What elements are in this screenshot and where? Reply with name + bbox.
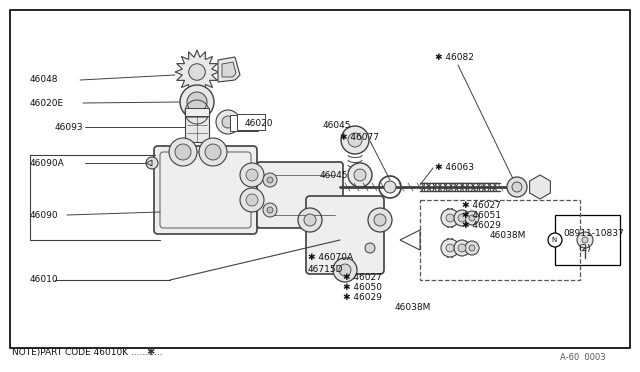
Text: 46045: 46045 [323, 121, 351, 129]
Circle shape [339, 264, 351, 276]
Circle shape [263, 203, 277, 217]
Circle shape [368, 208, 392, 232]
Text: ✱ 46070A: ✱ 46070A [308, 253, 353, 263]
Text: ✱ 46082: ✱ 46082 [435, 54, 474, 62]
Polygon shape [222, 62, 236, 77]
Circle shape [465, 241, 479, 255]
Text: A-60  0003: A-60 0003 [560, 353, 605, 362]
Text: ✱ 46063: ✱ 46063 [435, 164, 474, 173]
Circle shape [441, 239, 459, 257]
Text: 46048: 46048 [30, 76, 58, 84]
Circle shape [348, 163, 372, 187]
Text: 46038M: 46038M [395, 304, 431, 312]
Circle shape [246, 194, 258, 206]
Circle shape [304, 214, 316, 226]
Text: ✱ 46027: ✱ 46027 [343, 273, 382, 282]
Circle shape [216, 110, 240, 134]
Circle shape [348, 133, 362, 147]
Circle shape [222, 116, 234, 128]
FancyBboxPatch shape [257, 162, 343, 228]
Bar [237, 114, 265, 130]
Circle shape [577, 232, 593, 248]
Bar [230, 115, 258, 131]
Circle shape [187, 92, 207, 112]
Text: 46010: 46010 [30, 276, 59, 285]
Text: 46045: 46045 [320, 170, 349, 180]
Text: N: N [552, 237, 557, 243]
Text: 46715D: 46715D [308, 266, 344, 275]
Circle shape [454, 240, 470, 256]
Circle shape [458, 244, 466, 252]
Polygon shape [146, 160, 152, 166]
Text: (2): (2) [578, 244, 591, 253]
Circle shape [384, 181, 396, 193]
Bar [555, 215, 620, 265]
Circle shape [374, 214, 386, 226]
Circle shape [458, 214, 466, 222]
Polygon shape [400, 230, 420, 250]
Bar [420, 200, 580, 280]
Polygon shape [175, 50, 219, 94]
Circle shape [469, 245, 475, 251]
Text: 46090A: 46090A [30, 158, 65, 167]
Polygon shape [530, 175, 550, 199]
Circle shape [240, 163, 264, 187]
FancyBboxPatch shape [306, 196, 384, 274]
Circle shape [465, 211, 479, 225]
Circle shape [267, 207, 273, 213]
Text: ✱ 46051: ✱ 46051 [462, 211, 501, 219]
Text: 46093: 46093 [55, 122, 84, 131]
Circle shape [298, 208, 322, 232]
Circle shape [341, 126, 369, 154]
Text: ✱ 46050: ✱ 46050 [343, 283, 382, 292]
Circle shape [365, 243, 375, 253]
Text: 46020E: 46020E [30, 99, 64, 108]
Text: ✱ 46027: ✱ 46027 [462, 201, 501, 209]
Circle shape [205, 144, 221, 160]
Circle shape [240, 188, 264, 212]
Text: 08911-10837: 08911-10837 [563, 228, 624, 237]
Circle shape [263, 173, 277, 187]
Text: 46038M: 46038M [490, 231, 526, 241]
Circle shape [512, 182, 522, 192]
Circle shape [454, 210, 470, 226]
Circle shape [354, 169, 366, 181]
Circle shape [189, 64, 205, 80]
Text: ✱ 46077: ✱ 46077 [340, 134, 379, 142]
Bar [185, 112, 209, 142]
Circle shape [441, 209, 459, 227]
Circle shape [199, 138, 227, 166]
Text: NOTE)PART CODE 46010K ...........: NOTE)PART CODE 46010K ........... [12, 347, 166, 356]
Text: 46090: 46090 [30, 211, 59, 219]
Circle shape [146, 157, 158, 169]
Circle shape [469, 215, 475, 221]
Circle shape [446, 244, 454, 252]
Circle shape [507, 177, 527, 197]
Text: ✱ 46029: ✱ 46029 [462, 221, 501, 230]
Circle shape [169, 138, 197, 166]
Circle shape [175, 144, 191, 160]
Circle shape [246, 169, 258, 181]
Circle shape [582, 237, 588, 243]
FancyBboxPatch shape [154, 146, 257, 234]
Text: ✱: ✱ [146, 347, 154, 357]
Polygon shape [218, 57, 240, 82]
Circle shape [267, 177, 273, 183]
Text: ✱ 46029: ✱ 46029 [343, 294, 382, 302]
Text: 46020: 46020 [245, 119, 273, 128]
Bar [185, 108, 209, 116]
Circle shape [333, 258, 357, 282]
Circle shape [180, 85, 214, 119]
Circle shape [548, 233, 562, 247]
Circle shape [446, 214, 454, 222]
